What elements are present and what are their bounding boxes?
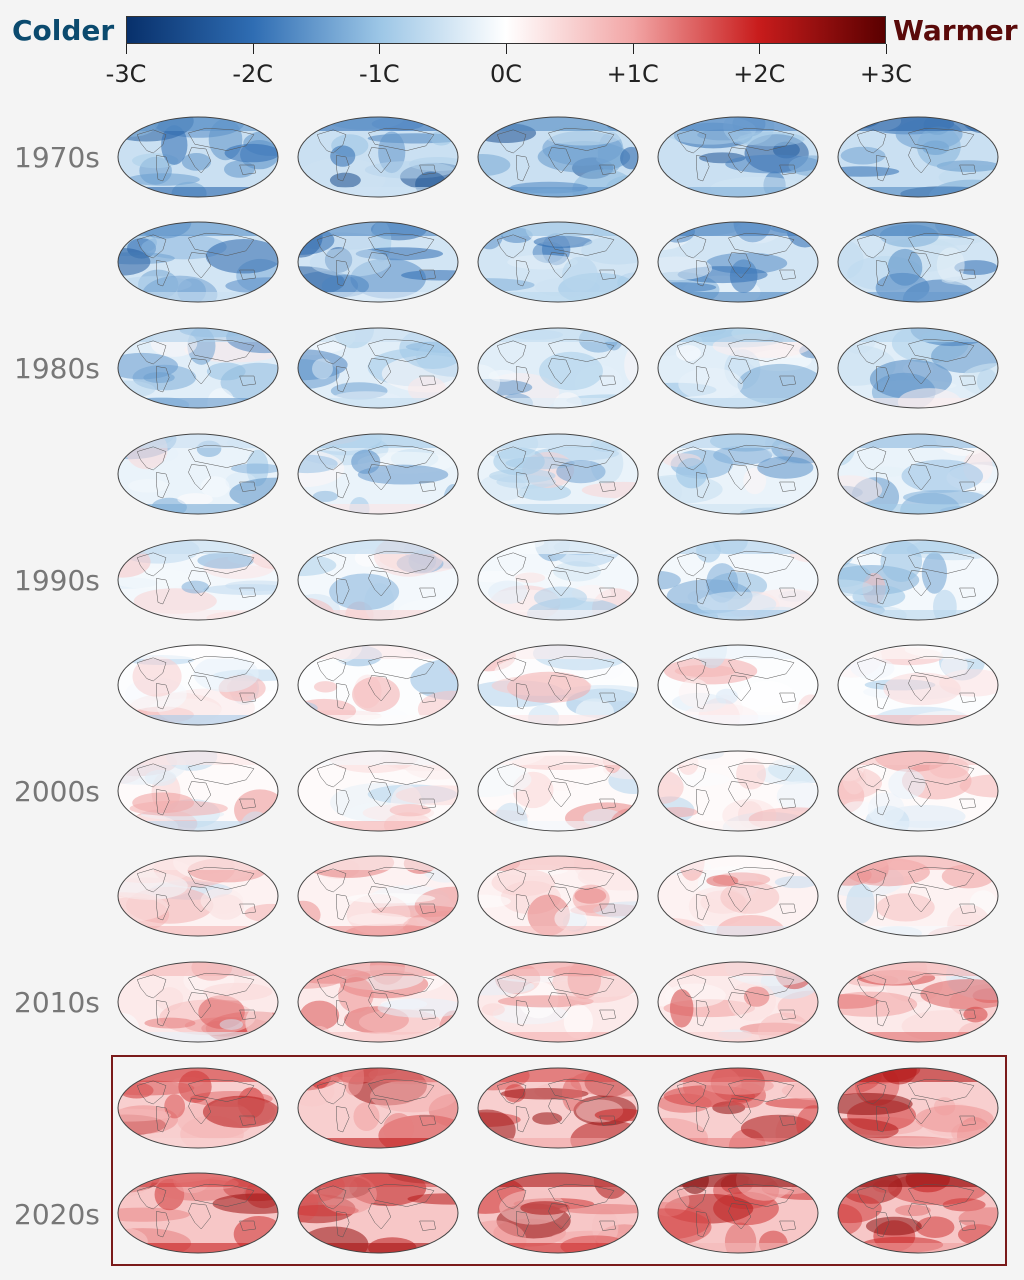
world-map — [477, 539, 639, 621]
world-map — [837, 221, 999, 303]
world-map — [297, 433, 459, 515]
world-map — [657, 433, 819, 515]
decade-label-2020s: 2020s — [14, 1198, 100, 1231]
world-map — [117, 1172, 279, 1254]
decade-label-1990s: 1990s — [14, 564, 100, 597]
colder-label: Colder — [12, 14, 115, 47]
world-map — [477, 1067, 639, 1149]
world-map — [657, 539, 819, 621]
world-map — [117, 327, 279, 409]
colorbar-tick — [379, 44, 381, 54]
world-map — [837, 750, 999, 832]
colorbar-tick-label: +3C — [859, 60, 913, 88]
world-map — [117, 750, 279, 832]
world-map — [657, 750, 819, 832]
decade-label-2000s: 2000s — [14, 775, 100, 808]
colorbar-tick — [759, 44, 761, 54]
colorbar-tick — [632, 44, 634, 54]
warmer-label: Warmer — [893, 14, 1018, 47]
world-map — [297, 221, 459, 303]
world-map — [837, 327, 999, 409]
world-map — [837, 433, 999, 515]
world-map — [477, 327, 639, 409]
decade-label-1980s: 1980s — [14, 352, 100, 385]
world-map — [117, 539, 279, 621]
colorbar-tick — [126, 44, 127, 54]
world-map — [297, 1067, 459, 1149]
world-map — [117, 961, 279, 1043]
colorbar-tick-label: -2C — [232, 60, 273, 88]
world-map — [477, 961, 639, 1043]
world-map — [117, 433, 279, 515]
world-map — [657, 1172, 819, 1254]
colorbar-tick — [252, 44, 254, 54]
world-map — [837, 1067, 999, 1149]
world-map — [657, 116, 819, 198]
world-map — [297, 961, 459, 1043]
colorbar-tick-label: +1C — [606, 60, 659, 88]
world-map — [117, 116, 279, 198]
world-map — [297, 539, 459, 621]
world-map — [117, 855, 279, 937]
colorbar-tick-label: -3C — [105, 60, 147, 88]
world-map — [297, 1172, 459, 1254]
colorbar-tick — [506, 44, 507, 54]
world-map — [117, 644, 279, 726]
world-map — [477, 855, 639, 937]
decade-label-2010s: 2010s — [14, 986, 100, 1019]
world-map — [837, 855, 999, 937]
world-map — [657, 855, 819, 937]
world-map — [297, 327, 459, 409]
world-map — [837, 1172, 999, 1254]
world-map — [837, 539, 999, 621]
world-map — [297, 855, 459, 937]
world-map — [657, 327, 819, 409]
world-map — [477, 221, 639, 303]
world-map — [477, 1172, 639, 1254]
world-map — [657, 221, 819, 303]
decade-label-1970s: 1970s — [14, 141, 100, 174]
colorbar-tick — [886, 44, 887, 54]
world-map — [477, 433, 639, 515]
world-map — [117, 1067, 279, 1149]
colorbar-tick-label: +2C — [733, 60, 786, 88]
colorbar-tick-label: 0C — [489, 60, 523, 88]
world-map — [837, 644, 999, 726]
world-map — [837, 116, 999, 198]
world-map — [477, 750, 639, 832]
world-map — [837, 961, 999, 1043]
world-map — [657, 1067, 819, 1149]
world-map — [477, 116, 639, 198]
world-map — [297, 750, 459, 832]
world-map — [477, 644, 639, 726]
world-map — [117, 221, 279, 303]
world-map — [297, 116, 459, 198]
decade-2020s-highlight-box — [111, 1055, 1007, 1266]
world-map — [657, 961, 819, 1043]
temperature-colorbar — [126, 16, 886, 44]
world-map — [297, 644, 459, 726]
world-map — [657, 644, 819, 726]
colorbar-tick-label: -1C — [358, 60, 400, 88]
